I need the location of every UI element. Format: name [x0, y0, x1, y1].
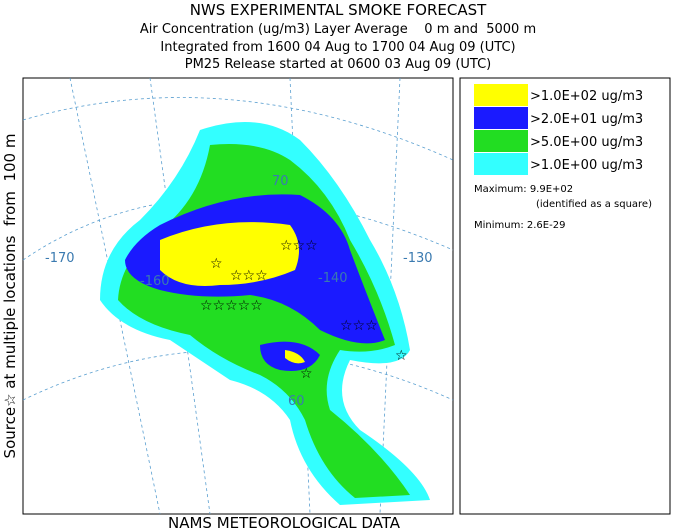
minimum: Minimum: 2.6E-29 [474, 220, 565, 231]
map-label: -140 [318, 271, 348, 286]
legend-swatch [474, 130, 528, 152]
legend-label: >5.0E+00 ug/m3 [530, 135, 643, 150]
svg-text:☆: ☆ [210, 256, 223, 272]
map-label: -130 [403, 251, 433, 266]
legend-swatch [474, 153, 528, 175]
svg-text:☆: ☆ [395, 348, 408, 364]
svg-text:☆☆☆: ☆☆☆ [280, 238, 318, 254]
legend-label: >1.0E+02 ug/m3 [530, 89, 643, 104]
map: ☆☆☆☆☆☆☆☆☆☆☆ ☆☆☆☆☆☆ -170 -160 -140 -130 7… [22, 77, 454, 515]
svg-text:☆☆☆☆☆: ☆☆☆☆☆ [200, 298, 263, 314]
map-label: 70 [272, 174, 289, 189]
subtitle: Air Concentration (ug/m3) Layer Average … [140, 22, 536, 37]
footer: NAMS METEOROLOGICAL DATA [168, 514, 401, 532]
maximum: Maximum: 9.9E+02 [474, 184, 573, 195]
map-label: 60 [288, 394, 305, 409]
legend-swatch [474, 84, 528, 106]
svg-text:☆: ☆ [300, 366, 313, 382]
svg-text:☆☆☆: ☆☆☆ [230, 268, 268, 284]
map-label: -170 [45, 251, 75, 266]
subtitle: Integrated from 1600 04 Aug to 1700 04 A… [160, 40, 515, 55]
sources: ☆☆☆☆☆☆☆☆☆☆☆ ☆☆☆☆☆☆ [200, 238, 408, 382]
title: NWS EXPERIMENTAL SMOKE FORECAST [190, 1, 487, 19]
legend-label: >1.0E+00 ug/m3 [530, 158, 643, 173]
side-label: Source☆ at multiple locations from 100 m [1, 134, 19, 459]
legend: Maximum: 9.9E+02 (identified as a square… [459, 77, 671, 515]
maximum-note: (identified as a square) [536, 199, 652, 210]
subtitle: PM25 Release started at 0600 03 Aug 09 (… [185, 57, 492, 72]
legend-label: >2.0E+01 ug/m3 [530, 112, 643, 127]
legend-swatch [474, 107, 528, 129]
plume [100, 122, 430, 505]
svg-text:☆☆☆: ☆☆☆ [340, 318, 378, 334]
map-label: -160 [140, 274, 170, 289]
